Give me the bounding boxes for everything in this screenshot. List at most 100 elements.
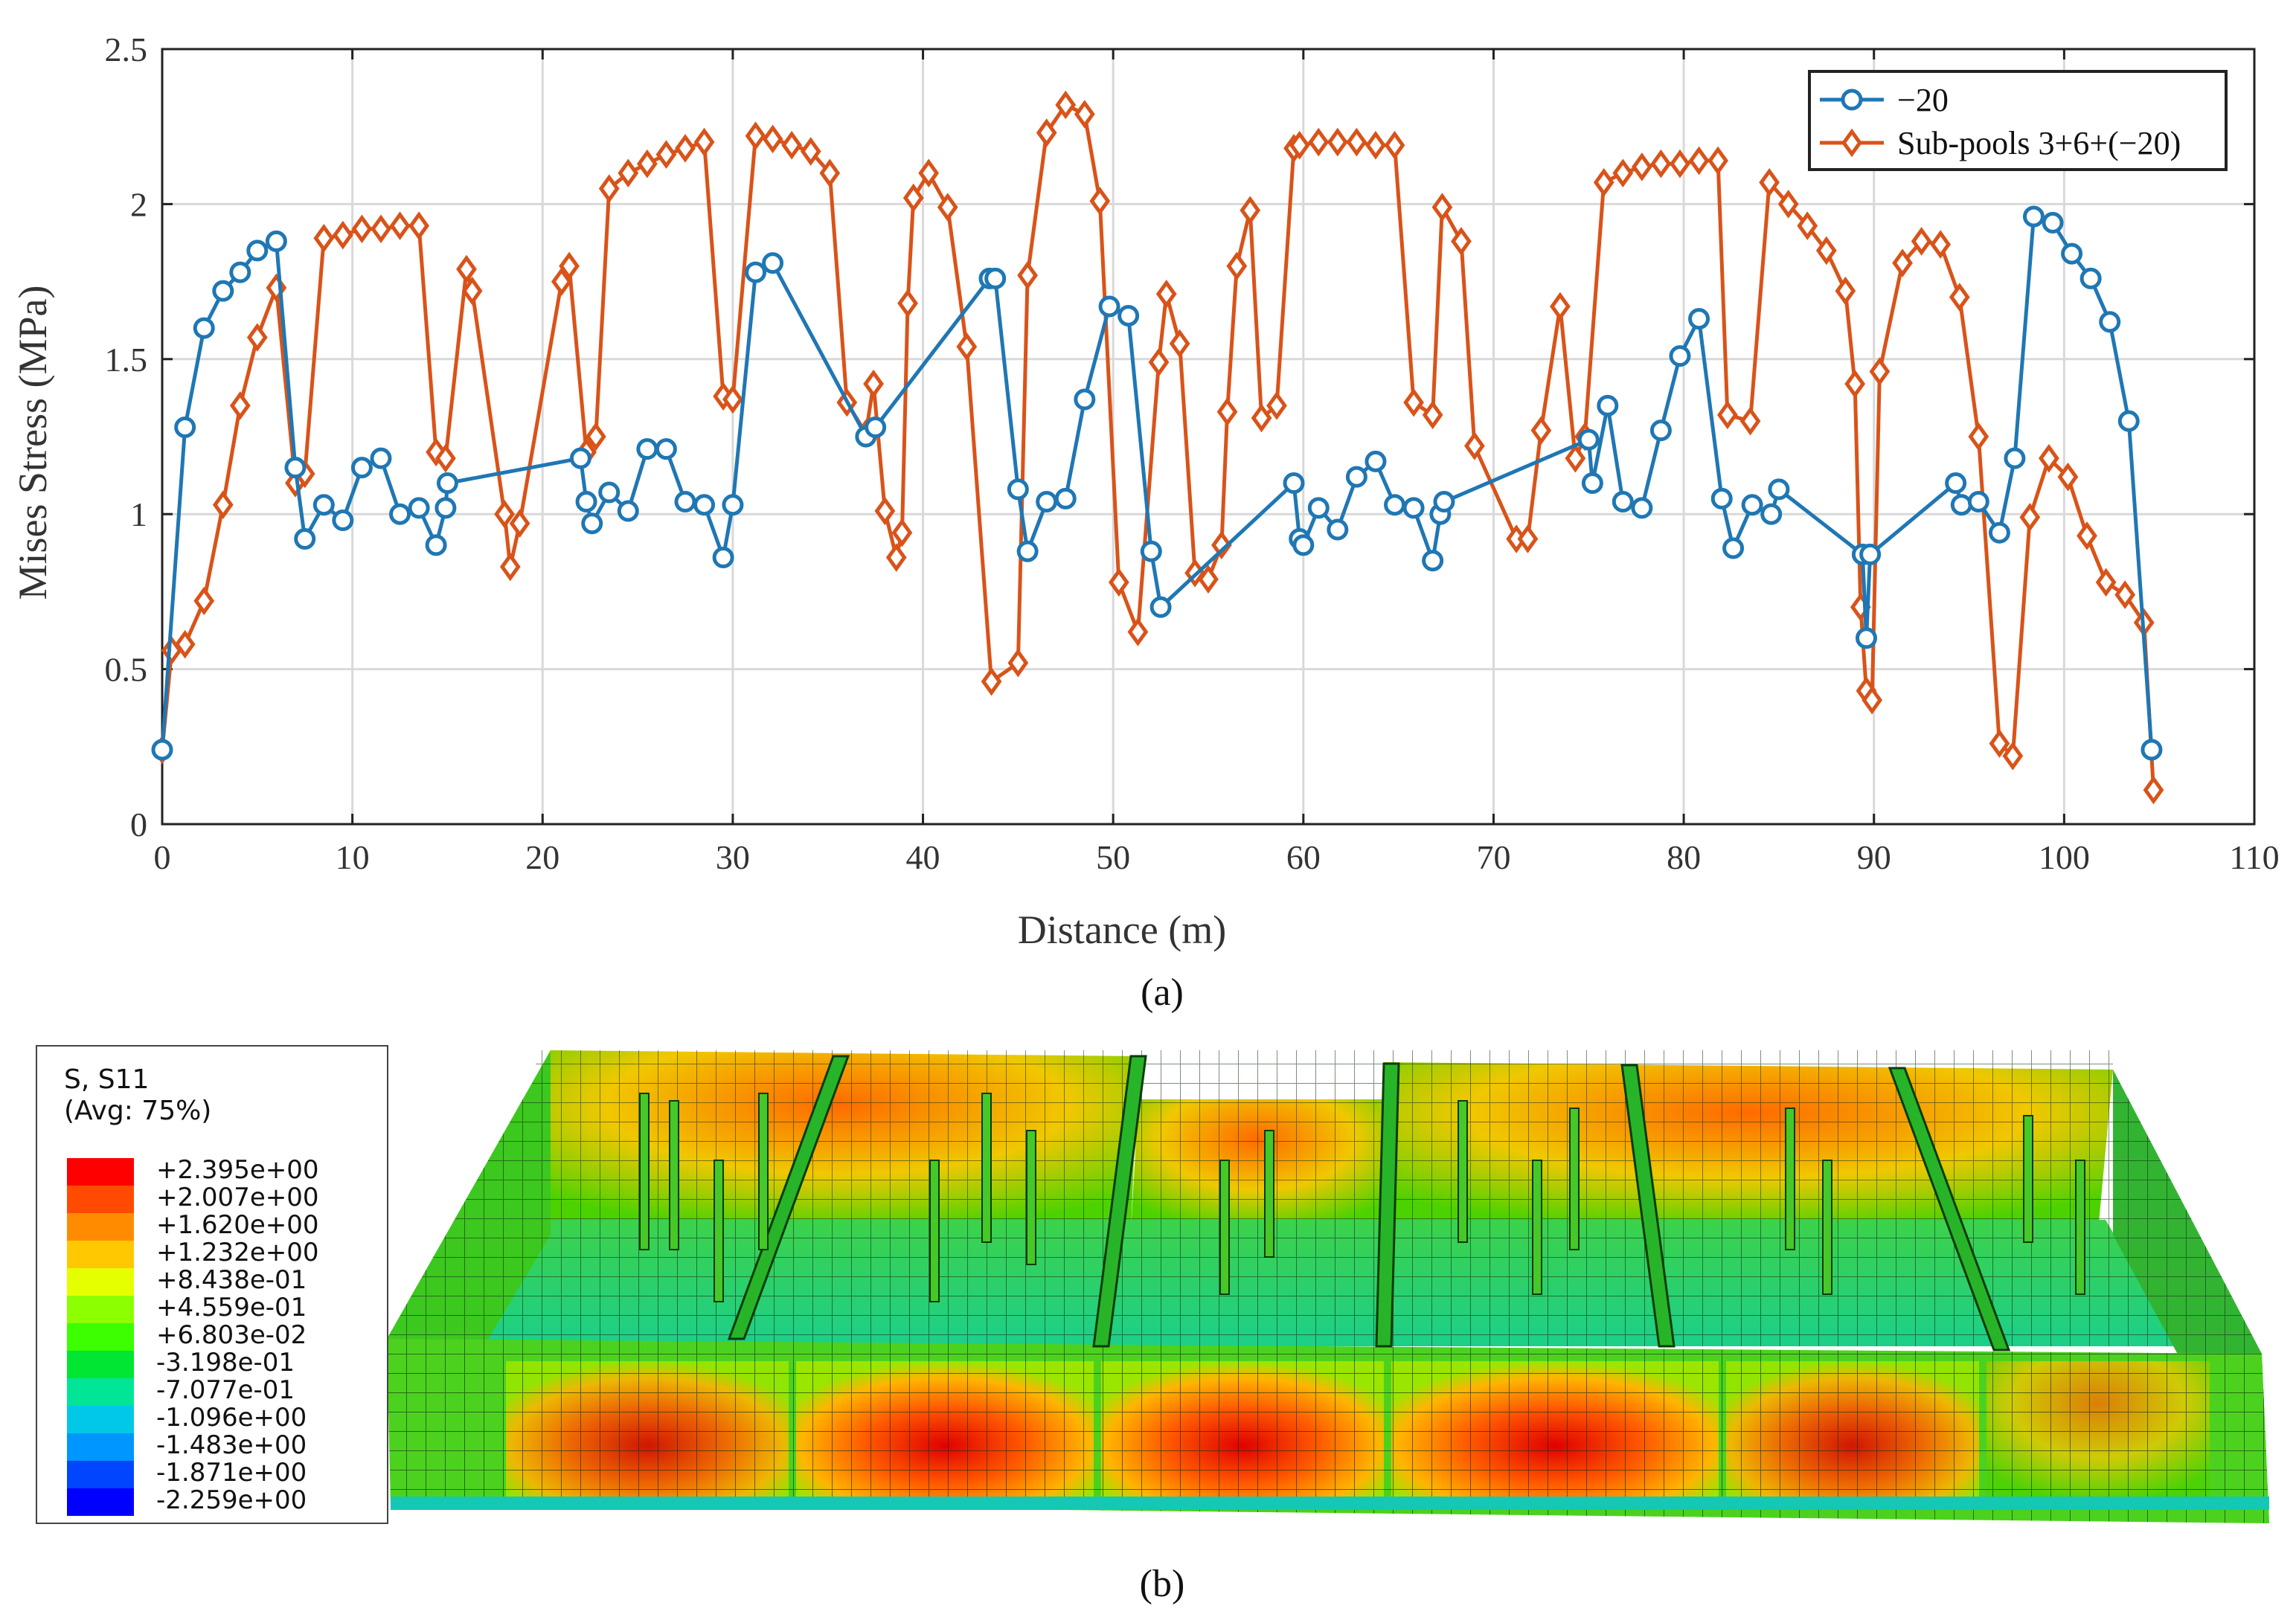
y-axis-label: Mises Stress (MPa) [10, 285, 55, 600]
data-point [636, 149, 658, 179]
data-point [693, 494, 716, 516]
data-point [1797, 211, 1818, 240]
data-point [2002, 742, 2024, 771]
data-point [1710, 487, 1733, 510]
data-point [1650, 149, 1672, 179]
data-point [2057, 462, 2079, 492]
data-point [1155, 279, 1177, 309]
data-point [1688, 146, 1710, 176]
data-point [212, 490, 234, 519]
data-point [1759, 167, 1780, 197]
data-point [456, 254, 477, 284]
data-point [408, 497, 430, 519]
data-point [332, 510, 354, 532]
data-point [1464, 431, 1485, 460]
data-point [284, 457, 307, 479]
data-point [1016, 540, 1039, 562]
data-point [229, 261, 251, 283]
data-point [1365, 450, 1387, 472]
data-point [509, 509, 530, 538]
data-point [434, 497, 457, 519]
data-point [1862, 686, 1883, 715]
y-tick-label: 2.5 [105, 30, 148, 68]
x-tick-label: 60 [1286, 838, 1321, 876]
data-point [819, 158, 841, 187]
series-minus20 [151, 205, 2163, 761]
data-point [897, 289, 918, 318]
data-point [1451, 227, 1472, 256]
data-point [745, 261, 767, 283]
legend-swatch [67, 1241, 134, 1268]
data-point [1345, 466, 1367, 488]
data-point [1036, 118, 1057, 147]
data-point [246, 240, 269, 262]
legend-swatch [67, 1461, 134, 1488]
data-point [2117, 410, 2140, 432]
data-point [865, 416, 887, 438]
data-point [1108, 568, 1129, 597]
data-point [1422, 400, 1443, 430]
data-point [212, 280, 234, 302]
data-point [981, 666, 1002, 696]
axes-layer: 0 10 20 30 40 50 60 70 80 90 100 110 0 0.5 1 1.5 2 2.5 [105, 30, 2280, 876]
data-point [618, 158, 639, 187]
data-point [1739, 406, 1761, 436]
data-point [1577, 428, 1600, 451]
data-point [1054, 487, 1077, 510]
data-point [598, 481, 621, 504]
data-point [499, 552, 521, 582]
data-point [1117, 304, 1140, 327]
data-point [984, 267, 1007, 289]
legend-swatch [67, 1351, 134, 1378]
legend-value: -2.259e+00 [156, 1485, 307, 1515]
data-point [1612, 491, 1634, 513]
data-point [461, 276, 483, 306]
data-point [1859, 543, 1882, 565]
legend-subtitle: (Avg: 75%) [64, 1096, 212, 1126]
data-point [1226, 251, 1248, 281]
data-point [1530, 416, 1552, 445]
data-point [1292, 534, 1315, 556]
data-point [1841, 89, 1863, 111]
data-point [2019, 503, 2041, 532]
data-point [762, 124, 783, 154]
data-point [1612, 158, 1634, 187]
data-point [265, 230, 287, 252]
data-point [885, 543, 907, 572]
legend-swatch [67, 1406, 134, 1433]
base-strip [391, 1497, 2269, 1510]
x-tick-label: 80 [1667, 838, 1701, 876]
data-point [569, 447, 591, 469]
data-point [2077, 521, 2097, 550]
legend-value: -1.871e+00 [156, 1458, 307, 1488]
legend-value: +4.559e-01 [156, 1293, 307, 1322]
y-tick-label: 1.5 [105, 341, 148, 379]
data-point [408, 211, 429, 240]
series-layer [151, 90, 2164, 805]
data-point [1550, 292, 1571, 321]
legend-value: -3.198e-01 [156, 1348, 295, 1378]
legend-swatch [67, 1158, 134, 1186]
y-tick-label: 1 [130, 495, 147, 533]
data-point [2022, 205, 2045, 228]
data-point [712, 547, 734, 569]
legend-swatch [67, 1213, 134, 1241]
data-point [617, 500, 639, 522]
data-point [1869, 357, 1891, 386]
legend-frame [1808, 70, 2228, 171]
x-tick-label: 30 [716, 838, 750, 876]
data-point [1844, 369, 1866, 399]
data-point [874, 496, 896, 526]
data-point [1384, 130, 1405, 160]
legend-value: -1.096e+00 [156, 1403, 307, 1433]
data-point [1216, 397, 1238, 426]
data-point [1365, 130, 1386, 160]
y-tick-label: 0.5 [105, 651, 148, 689]
plot-frame [161, 48, 2256, 826]
data-point [2114, 580, 2136, 609]
legend-swatch [67, 1296, 134, 1323]
data-point [2141, 739, 2163, 761]
data-point [1403, 388, 1424, 417]
data-point [1835, 276, 1856, 306]
